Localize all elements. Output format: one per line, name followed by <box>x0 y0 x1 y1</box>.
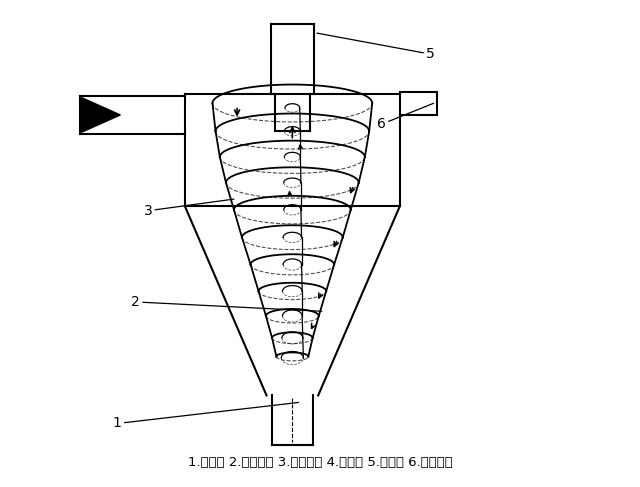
Text: 1: 1 <box>113 402 298 431</box>
Text: 6: 6 <box>377 103 434 131</box>
Text: 2: 2 <box>131 295 322 311</box>
Text: 4: 4 <box>79 108 88 122</box>
Text: 5: 5 <box>317 33 435 61</box>
Text: 1.排灰管 2.内旋气流 3.外旋气流 4.进气管 5.排气管 6.旋风顶板: 1.排灰管 2.内旋气流 3.外旋气流 4.进气管 5.排气管 6.旋风顶板 <box>188 456 452 469</box>
Polygon shape <box>82 97 120 132</box>
Text: 3: 3 <box>143 199 234 218</box>
